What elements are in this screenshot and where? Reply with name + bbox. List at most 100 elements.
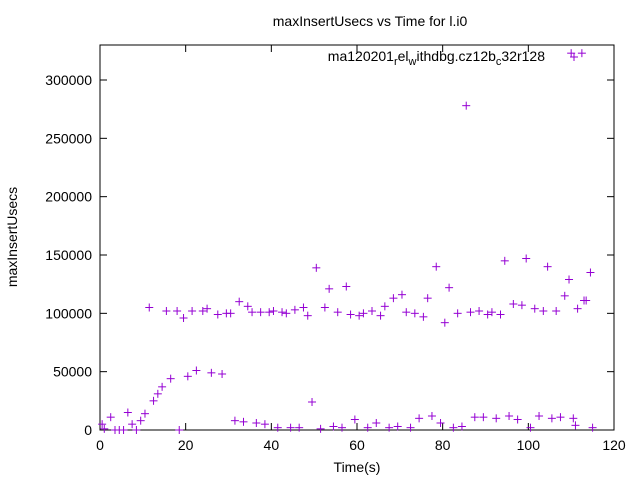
data-point: [98, 420, 107, 429]
data-point: [325, 284, 334, 293]
data-point: [350, 415, 359, 424]
data-point: [513, 415, 522, 424]
y-tick-label: 300000: [45, 72, 92, 88]
data-point: [410, 309, 419, 318]
data-point: [397, 290, 406, 299]
data-point: [419, 312, 428, 321]
data-point: [106, 413, 115, 422]
data-point: [567, 49, 576, 58]
data-point: [588, 423, 597, 432]
data-point: [470, 413, 479, 422]
data-point: [427, 412, 436, 420]
data-point: [436, 419, 445, 427]
y-tick-label: 200000: [45, 189, 92, 205]
data-point: [342, 282, 351, 291]
data-point: [543, 262, 552, 271]
data-point: [269, 307, 278, 315]
x-tick-label: 100: [517, 437, 541, 453]
data-point: [162, 307, 171, 315]
data-point: [565, 275, 574, 284]
data-point: [188, 307, 197, 315]
data-point: [308, 398, 317, 406]
data-point: [260, 420, 269, 429]
data-point: [380, 302, 389, 311]
data-point: [203, 304, 212, 313]
data-point: [539, 307, 548, 315]
data-point: [100, 424, 109, 433]
data-point: [496, 310, 505, 319]
data-point: [119, 426, 128, 434]
data-point: [363, 423, 372, 432]
data-point: [333, 308, 342, 317]
scatter-points: [98, 49, 597, 434]
data-point: [440, 318, 449, 327]
y-axis-ticks: 0 50000 100000 150000 200000 250000 300000: [45, 72, 614, 438]
data-point: [230, 416, 239, 425]
plot-frame: [99, 44, 615, 431]
data-point: [198, 307, 207, 315]
data-point: [226, 309, 235, 318]
data-point: [586, 268, 595, 277]
data-point: [166, 374, 175, 383]
data-point: [359, 309, 368, 318]
data-point: [312, 263, 321, 272]
data-point: [517, 301, 526, 310]
data-point: [149, 396, 158, 405]
data-point: [466, 308, 475, 317]
data-point: [457, 422, 466, 431]
data-point: [573, 304, 582, 313]
data-point: [509, 300, 518, 308]
data-point: [132, 426, 141, 434]
data-point: [415, 414, 424, 423]
legend-entry-label: ma120201relwithdbg.cz12bc32r128: [328, 48, 545, 68]
data-point: [175, 426, 184, 434]
data-point: [239, 417, 248, 426]
data-point: [376, 311, 385, 320]
y-tick-label: 0: [84, 422, 92, 438]
data-point: [286, 423, 295, 432]
x-tick-label: 0: [96, 437, 104, 453]
y-axis-label: maxInsertUsecs: [4, 187, 20, 287]
data-point: [492, 414, 501, 423]
data-point: [475, 307, 484, 315]
x-tick-label: 60: [349, 437, 365, 453]
data-point: [385, 423, 394, 432]
data-point: [218, 370, 227, 378]
data-point: [278, 308, 287, 317]
data-point: [449, 423, 458, 432]
data-point: [290, 305, 299, 314]
data-point: [402, 308, 411, 317]
data-point: [569, 414, 578, 423]
x-axis-label: Time(s): [334, 459, 381, 475]
data-point: [265, 308, 274, 317]
data-point: [158, 382, 167, 391]
y-tick-label: 250000: [45, 130, 92, 146]
data-point: [367, 307, 376, 315]
data-point: [207, 368, 216, 377]
data-point: [183, 372, 192, 381]
x-tick-label: 20: [178, 437, 194, 453]
data-point: [145, 303, 154, 312]
data-point: [462, 101, 471, 110]
data-point: [299, 303, 308, 312]
data-point: [530, 304, 539, 313]
data-point: [136, 416, 145, 425]
data-point: [179, 314, 188, 322]
data-point: [282, 309, 291, 318]
data-point: [372, 419, 381, 427]
data-point: [252, 419, 261, 427]
data-point: [128, 420, 137, 429]
data-point: [500, 256, 509, 265]
data-point: [577, 49, 586, 58]
data-point: [295, 423, 304, 432]
data-point: [571, 421, 580, 430]
data-point: [432, 262, 441, 271]
data-point: [560, 291, 569, 300]
data-point: [552, 307, 561, 315]
data-point: [273, 423, 282, 432]
y-tick-label: 150000: [45, 247, 92, 263]
data-point: [406, 423, 415, 432]
data-point: [479, 413, 488, 422]
data-point: [256, 308, 265, 317]
data-point: [453, 309, 462, 318]
